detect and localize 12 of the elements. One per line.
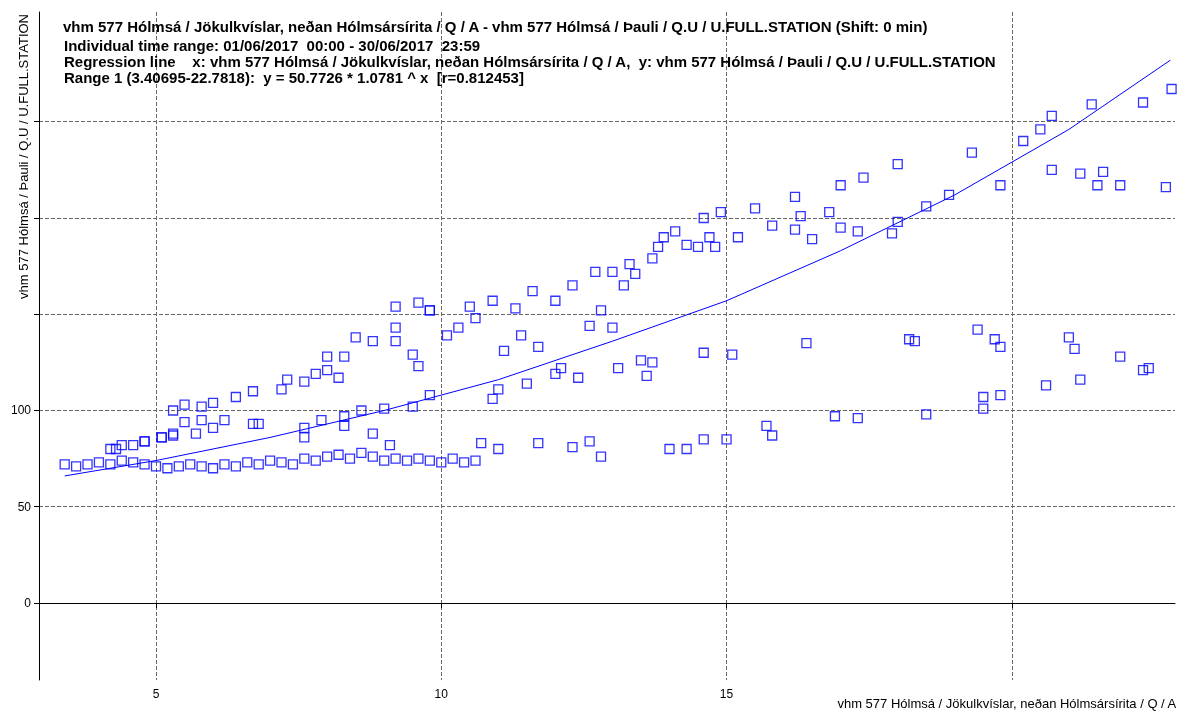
y-axis-title: vhm 577 Hólmsá / Þauli / Q.U / U.FULL.STATION (16, 14, 31, 299)
text: vhm 577 Hólmsá / Jökulkvíslar, neðan Hólmsársírita / Q / A - vhm 577 Hólmsá / Þauli / Q.U / U.FULL.STATION (Shift: 0 min) (63, 18, 928, 35)
y-tick-label: 0 (24, 596, 32, 610)
annotation: Range 1 (3.40695-22.7818): y = 50.7726 * 1.0781 ^ x [r=0.812453] (64, 69, 524, 86)
x-axis-title: vhm 577 Hólmsá / Jökulkvíslar, neðan Hólmsársírita / Q / A (837, 696, 1177, 711)
y-tick-label: 100 (10, 403, 32, 418)
x-tick-label: 10 (434, 687, 449, 701)
annotation: Individual time range: 01/06/2017 00:00 - 30/06/2017 23:59 (64, 37, 481, 54)
y-tick-label: 50 (17, 499, 32, 514)
x-tick-label: 5 (152, 687, 160, 701)
x-tick-label: 15 (719, 687, 734, 701)
annotation: Regression line x: vhm 577 Hólmsá / Jökulkvíslar, neðan Hólmsársírita / Q / A, y: vhm 577 Hólmsá / Þauli / Q.U / U.FULL.STATION (64, 53, 996, 70)
